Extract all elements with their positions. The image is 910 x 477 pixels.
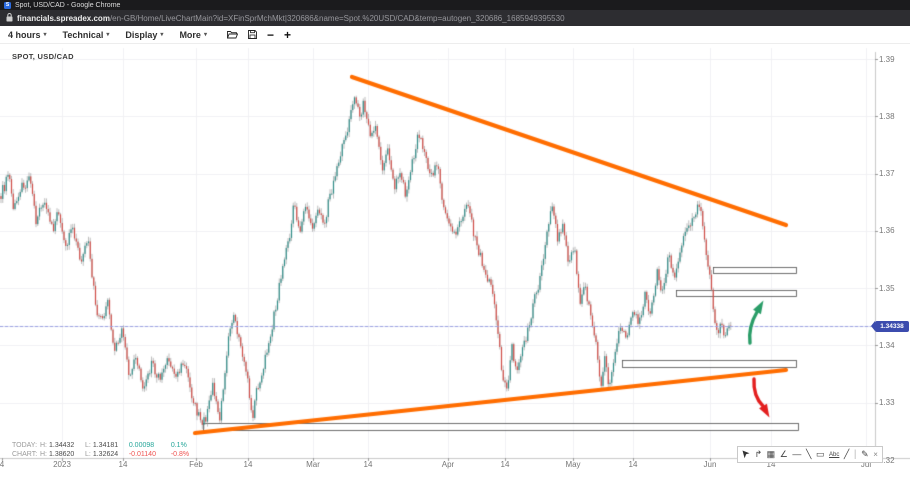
x-axis-label: 14 [363, 460, 373, 469]
y-axis-label: 1.35 [879, 283, 895, 293]
window-title: Spot, USD/CAD - Google Chrome [15, 1, 121, 9]
legend-row-label: TODAY: [12, 442, 38, 449]
x-axis-label: 2023 [53, 460, 71, 469]
timeframe-menu[interactable]: 4 hours ▾ [8, 30, 47, 40]
trend-angle-tool[interactable]: ∠ [779, 449, 788, 459]
open-chart-button[interactable] [226, 26, 239, 44]
y-axis-label: 1.34 [879, 341, 895, 350]
current-price-badge: 1.34338 [871, 320, 909, 332]
lock-icon[interactable] [6, 10, 13, 26]
save-icon [248, 26, 257, 44]
current-price-value: 1.34338 [880, 322, 904, 330]
spreadex-favicon: S [4, 1, 11, 9]
x-axis-label: 14 [500, 460, 510, 469]
horizontal-line-tool[interactable]: — [792, 449, 802, 459]
instrument-label: SPOT, USD/CAD [12, 52, 74, 61]
close-toolbar-button[interactable]: × [873, 449, 878, 459]
rectangle-tool[interactable]: ▭ [815, 449, 825, 459]
legend-high-value: 1.38620 [49, 451, 75, 458]
menu-label: More [179, 29, 201, 40]
legend-change-percent: -0.8% [170, 451, 190, 458]
pencil-tool[interactable]: ✎ [861, 449, 869, 459]
legend-low-label: L: [85, 442, 91, 449]
badge-pointer [871, 320, 875, 331]
chevron-down-icon: ▾ [203, 32, 207, 38]
grid-tool[interactable]: ▦ [766, 449, 776, 459]
display-menu[interactable]: Display ▾ [125, 30, 163, 40]
legend-change-value: 0.00098 [128, 442, 155, 449]
url-domain: financials.spreadex.com [17, 13, 110, 23]
legend-low-value: 1.32624 [92, 451, 119, 458]
x-axis-label: Apr [441, 460, 455, 469]
technical-menu[interactable]: Technical ▾ [63, 30, 110, 40]
x-axis-label: 14 [628, 460, 638, 469]
menu-label: Display [125, 29, 158, 40]
legend-row: CHART: H: 1.38620 L: 1.32624 -0.01140 -0.8% [12, 450, 197, 459]
x-axis-label: Jul [860, 460, 872, 469]
x-axis-label: 14 [118, 460, 128, 469]
y-axis-label: 1.33 [879, 398, 895, 408]
y-axis-label: 1.37 [879, 169, 895, 179]
x-axis-label: 14 [243, 460, 253, 469]
x-axis-label: Feb [189, 460, 203, 469]
elbow-arrow-tool[interactable]: ↱ [754, 449, 763, 459]
zoom-in-button[interactable]: + [284, 29, 291, 41]
drawing-toolbar: ↱ ▦ ∠ — ╲ ▭ Abc ╱ | ✎ × [737, 446, 883, 463]
price-chart-canvas[interactable] [0, 44, 910, 477]
chart-region: SPOT, USD/CAD 1.39 1.38 1.37 1.36 1.35 1.34 1.… [0, 44, 910, 477]
chevron-down-icon: ▾ [43, 32, 47, 38]
legend-low-label: L: [85, 451, 91, 458]
y-axis-label: 1.32 [879, 455, 895, 465]
legend-high-label: H: [40, 442, 47, 449]
zoom-out-button[interactable]: − [267, 29, 274, 41]
trendline-tool[interactable]: ╲ [805, 449, 812, 459]
legend-high-label: H: [40, 451, 47, 458]
chart-menu-bar: 4 hours ▾ Technical ▾ Display ▾ More ▾ − + [0, 26, 910, 44]
legend-low-value: 1.34181 [92, 442, 119, 449]
x-axis-label: May [565, 460, 581, 469]
ohlc-legend: TODAY: H: 1.34432 L: 1.34181 0.00098 0.1% CHART… [12, 441, 197, 459]
chevron-down-icon: ▾ [160, 32, 164, 38]
chevron-down-icon: ▾ [106, 32, 110, 38]
y-axis-label: 1.36 [879, 226, 895, 236]
x-axis-label: Jun [703, 460, 717, 469]
legend-high-value: 1.34432 [49, 442, 75, 449]
legend-row-label: CHART: [12, 451, 38, 458]
separator: | [853, 448, 857, 460]
url-path: /en-GB/Home/LiveChartMain?id=XFinSprMchM… [109, 13, 565, 23]
title-bar: S Spot, USD/CAD - Google Chrome [0, 0, 910, 10]
x-axis-label: 4 [0, 460, 5, 469]
x-axis-label: Mar [306, 460, 320, 469]
address-bar[interactable]: financials.spreadex.com/en-GB/Home/LiveC… [0, 10, 910, 26]
diagonal-line-tool[interactable]: ╱ [843, 449, 850, 459]
menu-label: Technical [62, 29, 104, 40]
folder-open-icon [226, 26, 239, 44]
save-chart-button[interactable] [248, 26, 257, 44]
legend-change-value: -0.01140 [128, 451, 156, 458]
menu-label: 4 hours [8, 29, 41, 40]
legend-row: TODAY: H: 1.34432 L: 1.34181 0.00098 0.1% [12, 441, 197, 450]
minus-icon: − [266, 27, 274, 42]
more-menu[interactable]: More ▾ [179, 30, 207, 40]
pointer-tool[interactable] [742, 450, 750, 459]
x-axis-label: 14 [766, 460, 776, 469]
y-axis-label: 1.39 [879, 54, 895, 64]
text-tool[interactable]: Abc [829, 451, 840, 458]
legend-change-percent: 0.1% [170, 442, 187, 449]
y-axis-label: 1.38 [879, 111, 895, 121]
plus-icon: + [283, 27, 291, 42]
